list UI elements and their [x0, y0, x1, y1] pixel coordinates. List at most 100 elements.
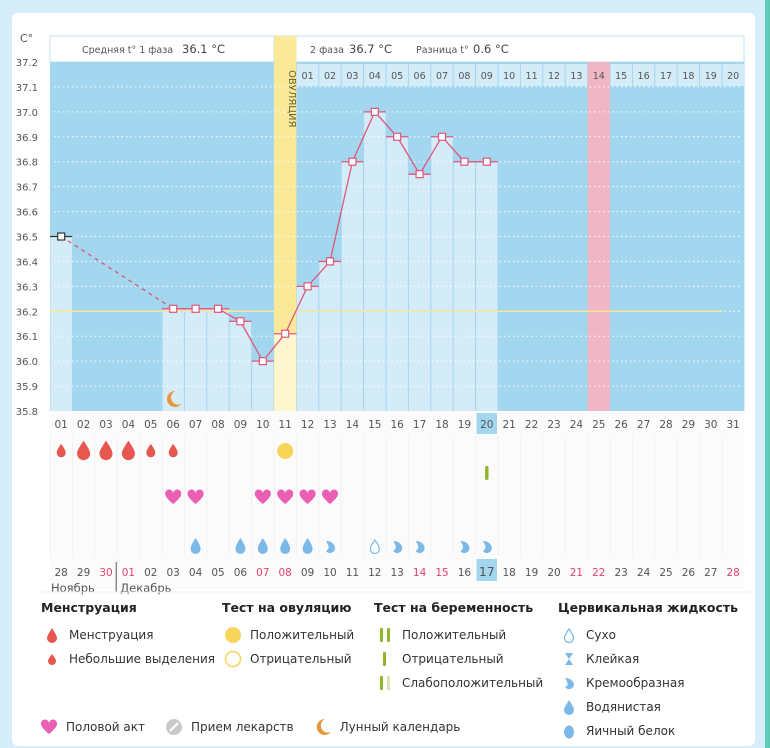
- cycle-day-label: 04: [369, 71, 381, 82]
- legend-title: Цервикальная жидкость: [558, 600, 739, 615]
- y-tick-label: 36.2: [16, 307, 38, 318]
- calendar-date-label: 09: [301, 567, 314, 579]
- legend-item-preg-weak: Слабоположительный: [374, 671, 543, 695]
- egg-white-icon: [558, 723, 580, 739]
- phase2-label: 2 фаза: [310, 45, 344, 56]
- temperature-point: [213, 304, 223, 313]
- x-day-label: 07: [189, 419, 202, 431]
- menstruation-drop-icon: [77, 440, 91, 461]
- ovulation-vertical-label: ОВУЛЯЦИЯ: [286, 70, 297, 128]
- y-tick-label: 35.8: [16, 407, 38, 418]
- y-tick-label: 36.6: [16, 208, 38, 219]
- phase1-value: 36.1 °C: [182, 42, 225, 56]
- x-day-label: 02: [77, 419, 90, 431]
- heart-icon: [38, 719, 60, 735]
- calendar-date-label: 17: [479, 564, 495, 579]
- calendar-date-label: 12: [368, 567, 381, 579]
- creamy-drop-icon: [415, 541, 425, 554]
- temperature-bar: [207, 308, 229, 411]
- legend-item-medication: Прием лекарств: [163, 715, 294, 739]
- cycle-day-label: 13: [570, 71, 582, 82]
- cycle-day-label: 14: [593, 71, 605, 82]
- temperature-bar: [162, 308, 184, 411]
- temperature-point: [281, 329, 290, 338]
- cycle-day-cell: [520, 64, 543, 86]
- legend-item-ovu-negative: Отрицательный: [222, 647, 354, 671]
- temperature-bar: [274, 333, 296, 411]
- cycle-day-label: 07: [436, 71, 448, 82]
- temperature-bar: [408, 174, 431, 411]
- cycle-day-cell: [610, 64, 632, 86]
- calendar-date-label: 23: [615, 567, 628, 579]
- x-day-label: 21: [503, 419, 516, 431]
- cycle-day-label: 03: [346, 71, 358, 82]
- cycle-day-cell: [632, 64, 655, 86]
- calendar-date-label: 04: [189, 567, 203, 579]
- small-drop-icon: [41, 653, 63, 665]
- x-day-label: 14: [346, 419, 360, 431]
- x-day-label: 03: [99, 419, 112, 431]
- empty-circle-icon: [222, 650, 244, 668]
- calendar-date-label: 11: [346, 567, 359, 579]
- x-day-label: 10: [256, 419, 269, 431]
- x-day-label: 13: [323, 419, 336, 431]
- temperature-point: [236, 317, 245, 326]
- month-label: Ноябрь: [51, 581, 95, 595]
- creamy-drop-icon: [558, 675, 580, 691]
- legend-pregnancy-test: Тест на беременность Положительный Отриц…: [374, 600, 543, 695]
- temperature-point: [415, 170, 424, 179]
- calendar-date-label: 06: [234, 567, 248, 579]
- cycle-day-label: 19: [705, 71, 717, 82]
- temperature-bar: [229, 321, 252, 411]
- temperature-point: [303, 282, 312, 291]
- cycle-day-label: 20: [727, 71, 739, 82]
- x-day-label: 06: [167, 419, 181, 431]
- y-tick-label: 36.8: [16, 158, 38, 169]
- legend-title: Тест на беременность: [374, 600, 534, 615]
- legend-ovulation-test: Тест на овуляцию Положительный Отрицател…: [222, 600, 354, 671]
- cycle-day-cell: [677, 64, 700, 86]
- x-day-label: 04: [122, 419, 136, 431]
- cycle-day-label: 05: [391, 71, 403, 82]
- cycle-day-cell: [700, 64, 722, 86]
- x-day-label: 08: [211, 419, 224, 431]
- water-drop-icon: [257, 538, 268, 554]
- water-drop-icon: [235, 538, 246, 554]
- heart-icon: [254, 489, 271, 504]
- x-day-label: 16: [391, 419, 405, 431]
- dry-drop-icon: [369, 538, 380, 555]
- temperature-line-dashed: [60, 235, 174, 310]
- y-tick-label: 37.2: [16, 58, 38, 69]
- creamy-drop-icon: [460, 541, 470, 553]
- water-drop-icon: [190, 538, 201, 554]
- calendar-date-label: 19: [525, 567, 538, 579]
- creamy-drop-icon: [393, 541, 403, 553]
- phase1-box: [49, 35, 275, 63]
- cycle-day-label: 10: [503, 71, 515, 82]
- y-unit-label: C°: [20, 32, 33, 45]
- two-lines-icon: [374, 627, 396, 643]
- calendar-date-label: 07: [256, 567, 269, 579]
- x-day-label: 05: [144, 419, 157, 431]
- ovulation-column: [274, 36, 297, 411]
- markers-background: [50, 411, 745, 589]
- temperature-bar: [386, 136, 408, 412]
- calendar-date-label: 08: [279, 567, 292, 579]
- water-drop-icon: [302, 538, 313, 554]
- cycle-day-cell: [543, 64, 565, 86]
- cycle-day-label: 11: [526, 71, 538, 82]
- water-drop-icon: [280, 538, 291, 554]
- temperature-point: [258, 357, 267, 366]
- temperature-point: [348, 157, 357, 166]
- today-date-highlight: [476, 559, 497, 581]
- x-day-label: 23: [547, 419, 560, 431]
- cycle-day-cell: [498, 64, 520, 86]
- calendar-date-label: 02: [144, 567, 157, 579]
- dry-drop-icon: [558, 627, 580, 643]
- legend-item-creamy: Кремообразная: [558, 671, 738, 695]
- today-day-highlight: [476, 413, 497, 434]
- y-tick-label: 36.5: [16, 233, 38, 244]
- x-day-label: 22: [525, 419, 538, 431]
- heart-icon: [321, 489, 339, 504]
- calendar-date-label: 15: [435, 567, 448, 579]
